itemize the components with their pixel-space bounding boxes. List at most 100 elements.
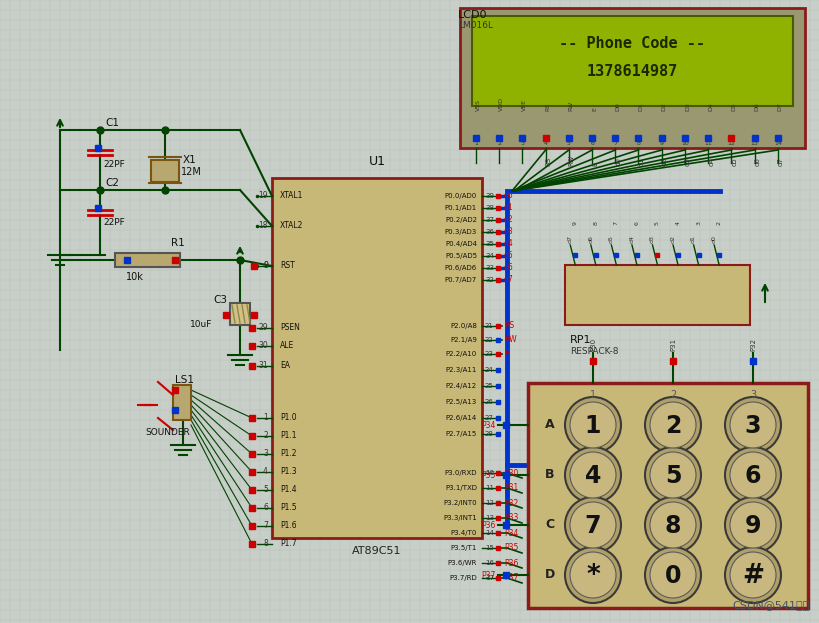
Text: d7: d7 xyxy=(567,235,572,243)
Text: D5: D5 xyxy=(731,102,735,111)
Text: VEE: VEE xyxy=(522,99,527,111)
Text: d1: d1 xyxy=(504,204,513,212)
Text: 2: 2 xyxy=(669,390,676,400)
Text: 4: 4 xyxy=(543,141,547,146)
Bar xyxy=(173,385,191,420)
Text: P37: P37 xyxy=(504,574,518,583)
Circle shape xyxy=(724,397,780,453)
Text: D3: D3 xyxy=(684,102,689,111)
Text: d1: d1 xyxy=(690,235,695,243)
Bar xyxy=(459,8,804,148)
Text: 10: 10 xyxy=(484,470,493,476)
Text: 22: 22 xyxy=(484,337,493,343)
Text: LCD0: LCD0 xyxy=(458,10,487,20)
Text: 3: 3 xyxy=(744,414,760,438)
Circle shape xyxy=(645,447,700,503)
Text: LM016L: LM016L xyxy=(458,21,492,30)
Text: 24: 24 xyxy=(484,367,493,373)
Text: *: * xyxy=(586,563,600,589)
Text: P1.2: P1.2 xyxy=(279,450,296,459)
Text: 35: 35 xyxy=(484,241,493,247)
Text: -- Phone Code --: -- Phone Code -- xyxy=(559,36,704,50)
Circle shape xyxy=(649,552,695,598)
Text: P0.2/AD2: P0.2/AD2 xyxy=(445,217,477,223)
Text: 11: 11 xyxy=(484,485,493,491)
Circle shape xyxy=(564,397,620,453)
Text: LS1: LS1 xyxy=(175,375,194,385)
Text: 29: 29 xyxy=(258,323,268,333)
Text: 34: 34 xyxy=(484,253,493,259)
Text: 19: 19 xyxy=(258,191,268,201)
Text: P34: P34 xyxy=(504,528,518,538)
Text: RST: RST xyxy=(279,262,294,270)
Text: 12: 12 xyxy=(726,141,735,146)
Text: 1: 1 xyxy=(584,414,600,438)
Text: P3.0/RXD: P3.0/RXD xyxy=(444,470,477,476)
Text: 37: 37 xyxy=(484,217,493,223)
Text: 3: 3 xyxy=(520,141,524,146)
Text: d7: d7 xyxy=(777,157,783,166)
Text: 9: 9 xyxy=(572,221,577,225)
Text: 7: 7 xyxy=(584,514,600,538)
Text: P1.5: P1.5 xyxy=(279,503,296,513)
Text: P2.6/A14: P2.6/A14 xyxy=(446,415,477,421)
Text: SOUNDER: SOUNDER xyxy=(146,428,190,437)
Text: P0.6/AD6: P0.6/AD6 xyxy=(444,265,477,271)
Circle shape xyxy=(724,497,780,553)
Text: 25: 25 xyxy=(484,383,493,389)
Text: RESPACK-8: RESPACK-8 xyxy=(569,347,618,356)
Text: P36: P36 xyxy=(504,558,518,568)
Text: P36: P36 xyxy=(481,520,495,530)
Text: P30: P30 xyxy=(590,338,595,351)
Text: 4: 4 xyxy=(263,467,268,477)
Circle shape xyxy=(645,497,700,553)
Text: RS: RS xyxy=(545,157,551,166)
Circle shape xyxy=(569,552,615,598)
Text: RP1: RP1 xyxy=(569,335,590,345)
Text: P1.4: P1.4 xyxy=(279,485,296,495)
Text: 6: 6 xyxy=(744,464,760,488)
Text: 8: 8 xyxy=(636,141,640,146)
Text: d1: d1 xyxy=(638,157,644,166)
Text: P2.7/A15: P2.7/A15 xyxy=(446,431,477,437)
Circle shape xyxy=(724,447,780,503)
Circle shape xyxy=(645,397,700,453)
Text: 7: 7 xyxy=(613,141,617,146)
Text: 10: 10 xyxy=(681,141,688,146)
Text: d4: d4 xyxy=(708,157,713,166)
Text: 10k: 10k xyxy=(126,272,144,282)
Text: #: # xyxy=(741,563,763,589)
Text: 5: 5 xyxy=(263,485,268,495)
Bar xyxy=(527,383,807,608)
Text: 2: 2 xyxy=(716,221,721,225)
Text: P3.4/T0: P3.4/T0 xyxy=(450,530,477,536)
Text: P0.0/AD0: P0.0/AD0 xyxy=(444,193,477,199)
Text: do: do xyxy=(504,191,513,201)
Bar xyxy=(229,303,250,325)
Text: ALE: ALE xyxy=(279,341,294,351)
Text: d6: d6 xyxy=(753,157,760,166)
Circle shape xyxy=(564,497,620,553)
Circle shape xyxy=(569,452,615,498)
Text: 2: 2 xyxy=(263,432,268,440)
Text: d5: d5 xyxy=(731,157,736,166)
Text: P0.7/AD7: P0.7/AD7 xyxy=(444,277,477,283)
Circle shape xyxy=(649,402,695,448)
Text: 4: 4 xyxy=(675,221,680,225)
Text: d3: d3 xyxy=(684,157,690,166)
Text: 2: 2 xyxy=(496,141,500,146)
Text: 33: 33 xyxy=(484,265,493,271)
Text: d6: d6 xyxy=(504,264,514,272)
Text: P2.0/A8: P2.0/A8 xyxy=(450,323,477,329)
Text: P0.1/AD1: P0.1/AD1 xyxy=(444,205,477,211)
Text: VDD: VDD xyxy=(499,97,504,111)
Text: d2: d2 xyxy=(670,235,675,243)
Text: 28: 28 xyxy=(484,431,493,437)
Text: 1378614987: 1378614987 xyxy=(586,64,677,78)
Text: d4: d4 xyxy=(504,239,514,249)
Text: CSDN@541板哥: CSDN@541板哥 xyxy=(732,600,809,610)
Circle shape xyxy=(729,502,775,548)
Text: 30: 30 xyxy=(258,341,268,351)
Text: RS: RS xyxy=(504,321,514,330)
Text: 6: 6 xyxy=(263,503,268,513)
